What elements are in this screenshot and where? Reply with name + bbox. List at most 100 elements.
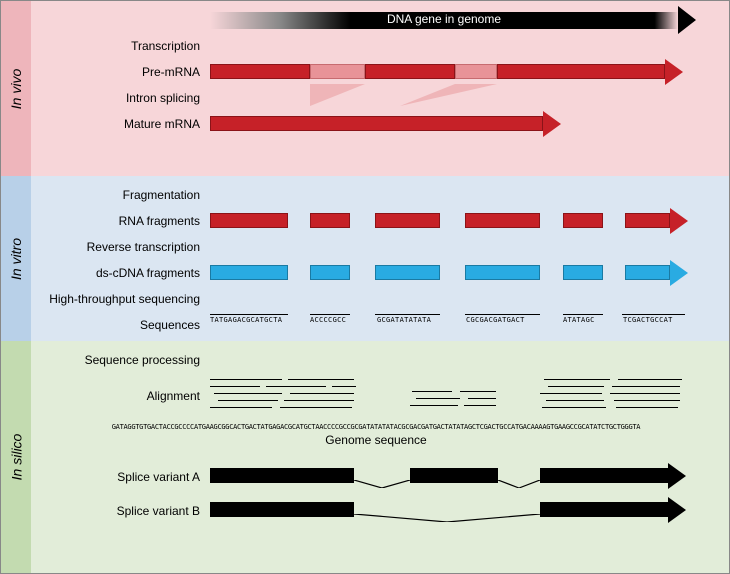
cdna-fragment <box>465 265 540 280</box>
alignment-read <box>210 407 272 408</box>
row-seq-processing: Sequence processing <box>35 349 717 371</box>
splicing-viz <box>210 87 717 109</box>
genome-sequence-row: GATAGGTGTGACTACCGCCCCATGAAGCGGCACTGACTAT… <box>35 421 717 447</box>
splice-rays-icon <box>210 84 680 106</box>
row-rna-fragments: RNA fragments <box>35 210 717 232</box>
alignment-read <box>544 379 610 380</box>
rna-arrow-head <box>670 208 688 234</box>
alignment-label: Alignment <box>35 389 210 403</box>
seq-processing-label: Sequence processing <box>35 353 210 367</box>
rna-fragments-viz <box>210 210 717 232</box>
gene-viz: DNA gene in genome <box>210 9 717 31</box>
sequence-text: ATATAGC <box>563 316 595 324</box>
sequence-line <box>622 314 685 315</box>
alignment-read <box>618 379 682 380</box>
sequence-line <box>375 314 440 315</box>
alignment-read <box>616 407 678 408</box>
premrna-exon <box>365 64 455 79</box>
alignment-read <box>464 405 496 406</box>
splice-connector <box>498 475 540 483</box>
rna-fragment <box>310 213 350 228</box>
alignment-read <box>468 398 496 399</box>
row-transcription: Transcription <box>35 35 717 57</box>
cdna-fragment <box>375 265 440 280</box>
sequence-text: GCGATATATATA <box>377 316 431 324</box>
alignment-read <box>548 386 604 387</box>
alignment-read <box>210 379 282 380</box>
alignment-read <box>460 391 496 392</box>
alignment-read <box>540 393 602 394</box>
mature-label: Mature mRNA <box>35 117 210 131</box>
gene-arrow-head <box>678 6 696 34</box>
rna-fragment <box>375 213 440 228</box>
alignment-read <box>610 393 680 394</box>
alignment-read <box>288 379 354 380</box>
splice-exon <box>540 502 668 517</box>
alignment-read <box>266 386 326 387</box>
section-insilico: In silico Sequence processing Alignment … <box>1 341 729 573</box>
rna-fragment <box>465 213 540 228</box>
alignment-read <box>210 386 260 387</box>
row-splice-a: Splice variant A <box>35 465 717 489</box>
sequence-line <box>210 314 288 315</box>
alignment-read <box>218 400 278 401</box>
splice-a-label: Splice variant A <box>35 470 210 484</box>
mature-arrow-head <box>543 111 561 137</box>
premrna-intron <box>310 64 365 79</box>
sequence-text: TATGAGACGCATGCTA <box>210 316 282 324</box>
gene-label: DNA gene in genome <box>210 12 678 26</box>
genome-sequence-label: Genome sequence <box>35 433 717 447</box>
row-gene: DNA gene in genome <box>35 9 717 31</box>
diagram-container: In vivo DNA gene in genome Transcription… <box>0 0 730 574</box>
rna-fragment <box>210 213 288 228</box>
premrna-label: Pre-mRNA <box>35 65 210 79</box>
splice-arrow-head <box>668 463 686 489</box>
cdna-label: ds-cDNA fragments <box>35 266 210 280</box>
premrna-viz <box>210 61 717 83</box>
row-hts: High-throughput sequencing <box>35 288 717 310</box>
section-invivo: In vivo DNA gene in genome Transcription… <box>1 1 729 176</box>
row-reverse-transcription: Reverse transcription <box>35 236 717 258</box>
section-label-invitro: In vitro <box>1 176 31 341</box>
transcription-label: Transcription <box>35 39 210 53</box>
section-invitro: In vitro Fragmentation RNA fragments Rev… <box>1 176 729 341</box>
cdna-fragment <box>563 265 603 280</box>
invitro-content: Fragmentation RNA fragments Reverse tran… <box>31 176 729 341</box>
intron-splicing-label: Intron splicing <box>35 91 210 105</box>
alignment-read <box>542 407 606 408</box>
row-sequences: Sequences TATGAGACGCATGCTAACCCCGCCGCGATA… <box>35 314 717 336</box>
cdna-arrow-head <box>670 260 688 286</box>
premrna-exon <box>210 64 310 79</box>
rna-fragment <box>563 213 603 228</box>
sequence-line <box>563 314 603 315</box>
alignment-read <box>290 393 354 394</box>
section-label-text: In silico <box>8 434 24 481</box>
section-label-invivo: In vivo <box>1 1 31 176</box>
row-splice-b: Splice variant B <box>35 499 717 523</box>
sequence-line <box>310 314 350 315</box>
splice-arrow-head <box>668 497 686 523</box>
cdna-fragment <box>310 265 350 280</box>
premrna-arrow-head <box>665 59 683 85</box>
alignment-read <box>284 400 354 401</box>
splice-exon <box>410 468 498 483</box>
sequence-line <box>465 314 540 315</box>
splice-b-label: Splice variant B <box>35 504 210 518</box>
row-alignment: Alignment <box>35 375 717 417</box>
section-label-insilico: In silico <box>1 341 31 573</box>
mature-viz <box>210 113 717 135</box>
row-fragmentation: Fragmentation <box>35 184 717 206</box>
splice-connector <box>354 509 540 517</box>
rna-fragment <box>625 213 670 228</box>
alignment-read <box>614 400 680 401</box>
invivo-content: DNA gene in genome Transcription Pre-mRN… <box>31 1 729 176</box>
alignment-read <box>612 386 680 387</box>
splice-exon <box>210 502 354 517</box>
sequence-text: CGCGACGATGACT <box>466 316 525 324</box>
alignment-read <box>280 407 352 408</box>
sequences-viz: TATGAGACGCATGCTAACCCCGCCGCGATATATATACGCG… <box>210 314 717 336</box>
premrna-exon <box>497 64 665 79</box>
reverse-transcription-label: Reverse transcription <box>35 240 210 254</box>
splice-exon <box>540 468 668 483</box>
row-cdna: ds-cDNA fragments <box>35 262 717 284</box>
